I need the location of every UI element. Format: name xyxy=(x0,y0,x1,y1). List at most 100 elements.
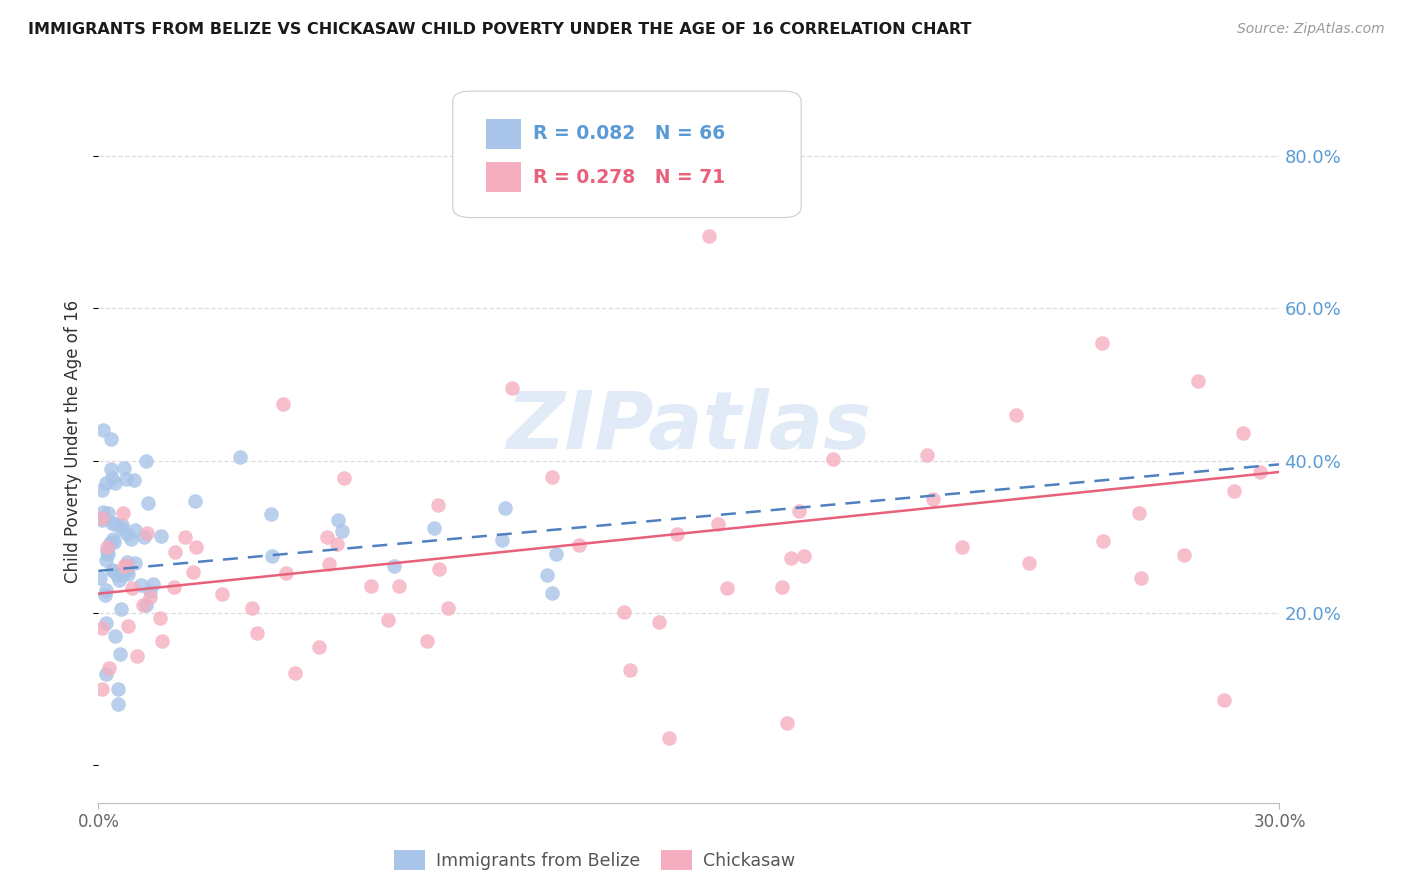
Point xyxy=(260,549,283,564)
Point xyxy=(163,580,186,594)
Point xyxy=(93,588,115,602)
Text: R = 0.082   N = 66: R = 0.082 N = 66 xyxy=(533,124,725,144)
Point xyxy=(91,505,114,519)
Point xyxy=(658,731,681,746)
Point xyxy=(173,530,195,544)
Point xyxy=(97,547,120,561)
Point xyxy=(96,544,118,558)
Point xyxy=(122,473,145,487)
Point xyxy=(112,559,135,574)
Point xyxy=(94,615,117,630)
Point xyxy=(770,580,793,594)
Point xyxy=(89,571,111,585)
Point xyxy=(96,553,118,567)
Point xyxy=(491,533,513,547)
Point xyxy=(384,559,406,574)
Point xyxy=(135,599,157,613)
Point xyxy=(1213,693,1236,707)
Point xyxy=(100,432,122,446)
Point xyxy=(121,581,143,595)
Point xyxy=(115,563,138,577)
Point xyxy=(544,548,567,562)
Point xyxy=(183,494,205,508)
Point xyxy=(648,615,671,629)
Point xyxy=(619,663,641,677)
Point xyxy=(91,621,114,635)
Point xyxy=(165,545,187,559)
Point xyxy=(260,508,283,522)
Point xyxy=(94,476,117,491)
Point xyxy=(779,551,801,566)
Point xyxy=(330,524,353,538)
Point xyxy=(1091,335,1114,350)
Point xyxy=(494,500,516,515)
FancyBboxPatch shape xyxy=(453,91,801,218)
Point xyxy=(136,526,159,541)
Point xyxy=(117,567,139,582)
Point xyxy=(139,590,162,604)
Point xyxy=(100,471,122,485)
Point xyxy=(115,526,138,541)
Point xyxy=(101,563,124,577)
Point xyxy=(1223,484,1246,499)
Point xyxy=(316,529,339,543)
Point xyxy=(117,619,139,633)
Point xyxy=(100,462,122,476)
Point xyxy=(103,564,125,578)
Point xyxy=(240,601,263,615)
Y-axis label: Child Poverty Under the Age of 16: Child Poverty Under the Age of 16 xyxy=(65,300,83,583)
Point xyxy=(274,566,297,581)
Point xyxy=(915,448,938,462)
Point xyxy=(776,715,799,730)
Point xyxy=(125,649,148,664)
Point xyxy=(422,521,444,535)
Point xyxy=(149,611,172,625)
Point xyxy=(120,532,142,546)
Point xyxy=(360,579,382,593)
Point xyxy=(716,581,738,595)
Point xyxy=(326,537,349,551)
Point xyxy=(540,586,562,600)
Point xyxy=(416,634,439,648)
Point xyxy=(707,516,730,531)
Point xyxy=(541,469,564,483)
Point xyxy=(115,472,138,486)
Point xyxy=(111,522,134,536)
Point xyxy=(437,601,460,615)
Point xyxy=(1173,548,1195,562)
Text: IMMIGRANTS FROM BELIZE VS CHICKASAW CHILD POVERTY UNDER THE AGE OF 16 CORRELATIO: IMMIGRANTS FROM BELIZE VS CHICKASAW CHIL… xyxy=(28,22,972,37)
Point xyxy=(115,555,138,569)
Point xyxy=(568,539,591,553)
Point xyxy=(793,549,815,563)
Point xyxy=(96,666,118,681)
Point xyxy=(1232,425,1254,440)
Point xyxy=(111,567,134,582)
Point xyxy=(90,513,112,527)
Point xyxy=(129,577,152,591)
Point xyxy=(104,629,127,643)
Point xyxy=(308,640,330,655)
Point xyxy=(91,510,114,524)
Text: Source: ZipAtlas.com: Source: ZipAtlas.com xyxy=(1237,22,1385,37)
Point xyxy=(328,513,350,527)
Point xyxy=(184,540,207,554)
Point xyxy=(318,557,340,571)
Point xyxy=(211,587,233,601)
Point xyxy=(91,681,114,696)
Point xyxy=(108,647,131,661)
Point xyxy=(613,605,636,619)
Point xyxy=(135,453,157,467)
Point xyxy=(91,423,114,437)
Point xyxy=(107,681,129,696)
Point xyxy=(107,573,129,587)
Point xyxy=(112,461,135,475)
Point xyxy=(132,530,155,544)
Point xyxy=(697,229,720,244)
Point xyxy=(273,396,295,410)
Point xyxy=(823,451,845,466)
Point xyxy=(1249,465,1271,479)
Point xyxy=(1128,506,1150,520)
Point xyxy=(103,534,125,549)
Point xyxy=(950,541,973,555)
Point xyxy=(139,583,162,598)
